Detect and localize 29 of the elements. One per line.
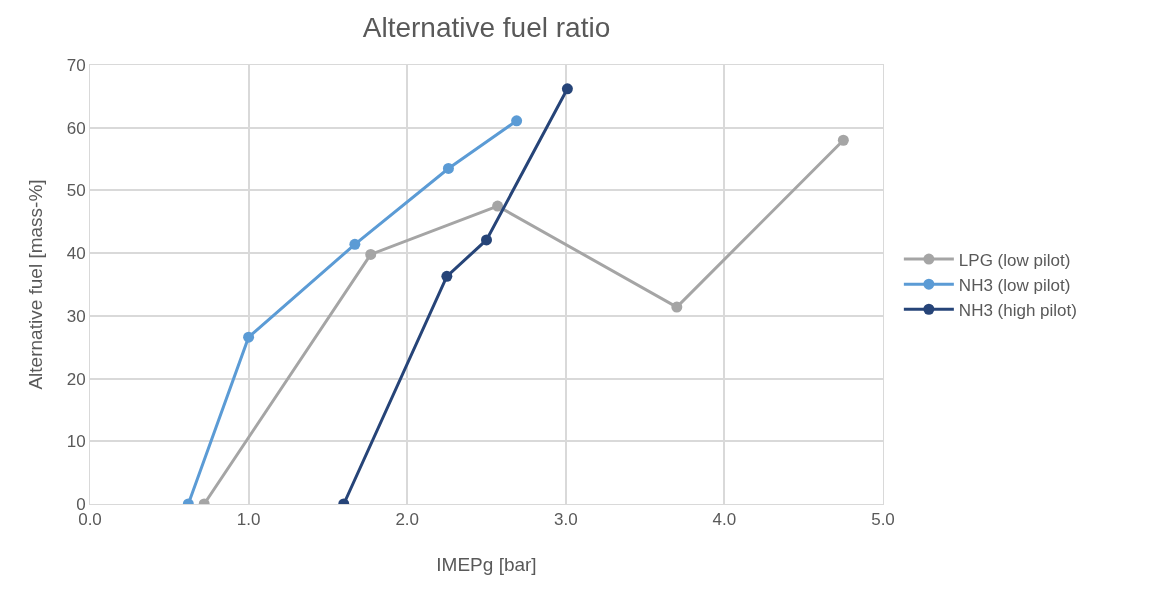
- point: [671, 301, 683, 313]
- point: [561, 83, 573, 95]
- point: [481, 234, 492, 246]
- point: [492, 200, 504, 212]
- legend-label: NH3 (high pilot): [958, 300, 1077, 320]
- x-axis-title: IMEPg [bar]: [436, 554, 537, 575]
- x-tick-label: 1.0: [236, 510, 261, 530]
- point: [365, 248, 377, 260]
- point: [243, 331, 255, 343]
- x-tick-label: 2.0: [395, 510, 420, 530]
- x-tick-label: 4.0: [712, 510, 737, 530]
- point: [511, 115, 523, 127]
- y-tick-label: 60: [66, 118, 86, 138]
- y-axis-title: Alternative fuel [mass-%]: [25, 179, 46, 390]
- point: [837, 134, 849, 146]
- y-tick-label: 70: [66, 55, 86, 75]
- x-tick-label: 5.0: [871, 510, 895, 530]
- legend-label: NH3 (low pilot): [958, 275, 1071, 295]
- x-tick-label: 3.0: [553, 510, 578, 530]
- point: [442, 162, 454, 174]
- y-tick-label: 30: [66, 306, 86, 326]
- legend-label: LPG (low pilot): [958, 250, 1071, 270]
- chart-title: Alternative fuel ratio: [362, 12, 611, 44]
- point: [349, 238, 361, 250]
- point: [441, 270, 453, 282]
- y-tick-label: 50: [66, 181, 86, 201]
- y-tick-label: 20: [66, 369, 86, 389]
- y-tick-label: 40: [66, 244, 86, 264]
- y-tick-label: 10: [66, 432, 86, 452]
